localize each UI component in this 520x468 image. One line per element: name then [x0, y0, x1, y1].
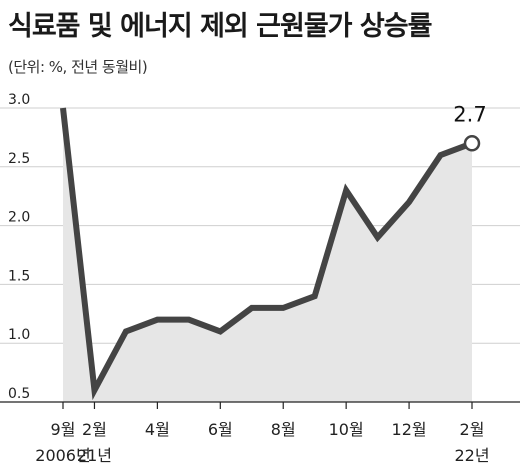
- x-tick-year-label: 2006년: [35, 446, 90, 465]
- x-tick-label: 2월: [460, 420, 485, 439]
- x-tick-label: 2월: [82, 420, 107, 439]
- x-tick-year-label: 22년: [454, 446, 489, 465]
- y-tick-label: 2.0: [8, 210, 30, 226]
- x-tick-label: 9월: [51, 420, 76, 439]
- chart-title: 식료품 및 에너지 제외 근원물가 상승률: [8, 11, 432, 42]
- y-tick-label: 3.0: [8, 92, 30, 108]
- y-tick-label: 0.5: [8, 386, 30, 402]
- y-tick-label: 1.0: [8, 327, 30, 343]
- x-tick-label: 10월: [329, 420, 364, 439]
- series-line: [60, 107, 474, 401]
- unit-note: (단위: %, 전년 동월비): [8, 58, 148, 76]
- endpoint-marker: [463, 135, 481, 152]
- area-layer: [63, 108, 472, 402]
- y-tick-label: 1.5: [8, 268, 30, 284]
- x-tick-label: 12월: [392, 420, 427, 439]
- x-tick-label: 6월: [208, 420, 233, 439]
- label-layer: 3.0 2.5 2.0 1.5 1.0 0.5 9월 2006년 2월 21년 4월 6월 8월 10월 1…: [8, 92, 490, 465]
- x-tick-year-label: 21년: [77, 446, 112, 465]
- data-label: 2.7: [453, 102, 486, 126]
- x-tick-label: 4월: [145, 420, 170, 439]
- axis-layer: [0, 401, 520, 409]
- line-layer: [60, 107, 481, 401]
- y-tick-label: 2.5: [8, 151, 30, 167]
- x-tick-label: 8월: [271, 420, 296, 439]
- area-fill: [63, 108, 472, 402]
